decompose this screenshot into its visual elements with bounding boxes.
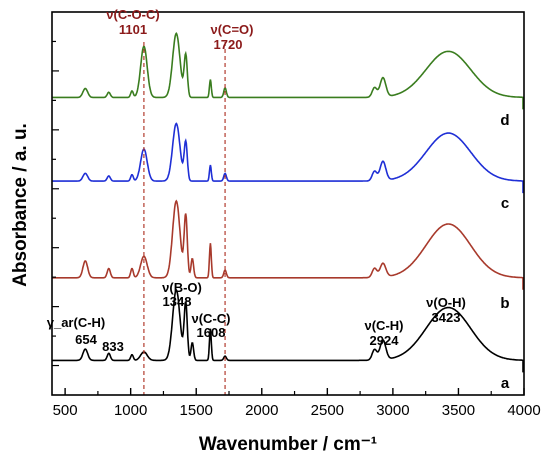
x-tick-label-4000: 4000 <box>507 402 540 419</box>
series-line-d <box>52 32 524 110</box>
reference-lines <box>143 42 226 395</box>
annotation-gamma-value2: 833 <box>102 339 124 354</box>
annotation-cc-value: 1608 <box>197 325 226 340</box>
x-tick-label-2500: 2500 <box>311 402 344 419</box>
series-label-a: a <box>501 375 510 392</box>
x-axis-title: Wavenumber / cm⁻¹ <box>199 434 377 455</box>
x-tick-label-500: 500 <box>53 402 78 419</box>
series-label-d: d <box>500 112 509 129</box>
annotation-gamma-value1: 654 <box>75 332 97 347</box>
annotation-cc-label: ν(C-C) <box>192 311 231 326</box>
x-tick-label-1000: 1000 <box>114 402 147 419</box>
series-label-b: b <box>500 295 509 312</box>
x-tick-label-2000: 2000 <box>245 402 278 419</box>
x-tick-label-1500: 1500 <box>180 402 213 419</box>
annotation-co-label: ν(C=O) <box>211 22 254 37</box>
annotation-ch-label: ν(C-H) <box>365 318 404 333</box>
annotation-gamma-label: γ_ar(C-H) <box>47 315 106 330</box>
x-tick-label-3500: 3500 <box>442 402 475 419</box>
annotation-bo-label: ν(B-O) <box>162 280 202 295</box>
x-tick-label-3000: 3000 <box>376 402 409 419</box>
series-layer <box>52 32 524 373</box>
axis-ticks: 500 1000 1500 2000 2500 3000 3500 4000 <box>52 40 541 419</box>
annotation-coc-label: ν(C-O-C) <box>106 7 159 22</box>
series-line-a <box>52 288 524 373</box>
annotation-oh-label: ν(O-H) <box>426 295 466 310</box>
plot-frame <box>51 11 525 396</box>
annotation-coc-value: 1101 <box>119 22 147 37</box>
series-label-c: c <box>501 195 509 212</box>
annotation-co-value: 1720 <box>214 37 243 52</box>
series-labels: a b c d <box>500 112 509 392</box>
series-line-b <box>52 199 524 290</box>
annotation-oh-value: 3423 <box>432 310 461 325</box>
y-axis-title: Absorbance / a. u. <box>10 123 31 287</box>
series-line-c <box>52 122 524 194</box>
annotation-ch-value: 2924 <box>370 333 400 348</box>
annotation-bo-value: 1348 <box>163 294 192 309</box>
